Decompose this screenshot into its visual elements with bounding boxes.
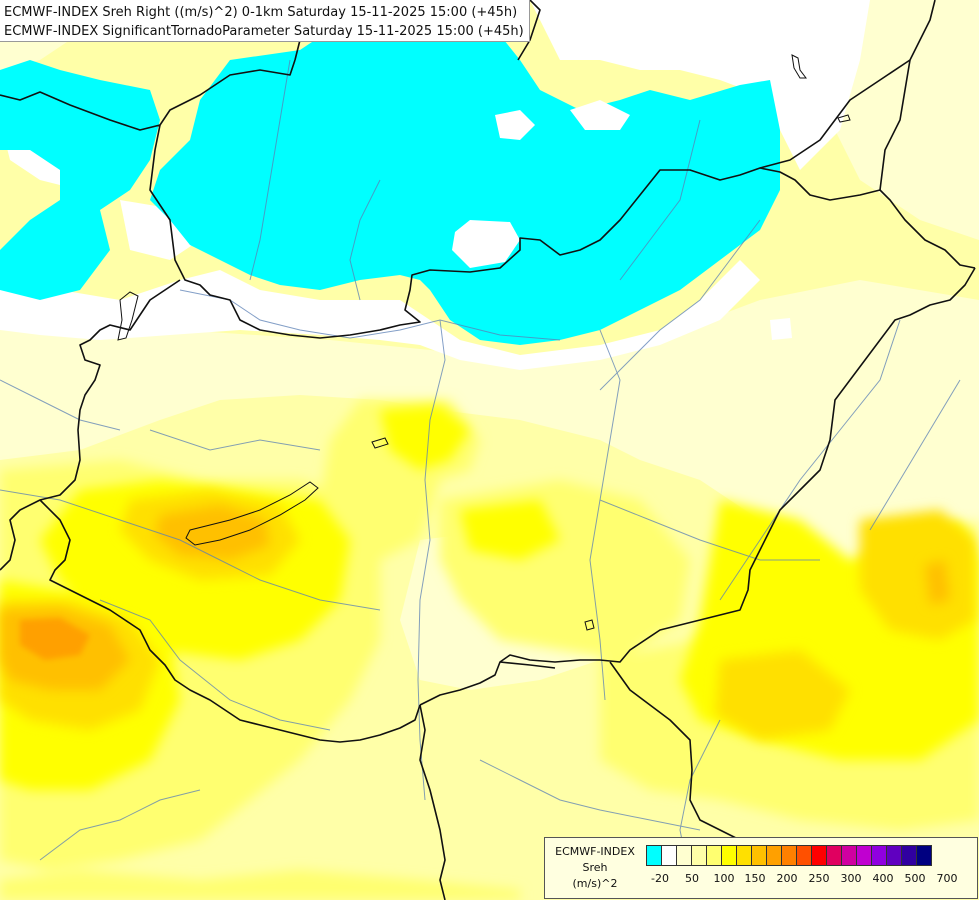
legend-swatch-10 xyxy=(796,845,812,866)
legend-swatch-14 xyxy=(856,845,872,866)
legend-swatch-12 xyxy=(826,845,842,866)
legend-tick-label: 400 xyxy=(872,872,894,885)
legend-title-line-2: Sreh xyxy=(582,861,608,874)
legend-swatch-9 xyxy=(781,845,797,866)
field-cyan xyxy=(0,20,780,345)
legend-tick-label: 200 xyxy=(776,872,798,885)
legend-swatch-3 xyxy=(691,845,707,866)
legend-title-line-1: ECMWF-INDEX xyxy=(555,845,635,858)
legend-title-line-3: (m/s)^2 xyxy=(572,877,618,890)
legend-tick-label: 300 xyxy=(840,872,862,885)
legend-swatch-4 xyxy=(706,845,722,866)
legend-swatch-5 xyxy=(721,845,737,866)
legend-swatch-18 xyxy=(916,845,932,866)
legend-swatch-1 xyxy=(661,845,677,866)
legend-ticks: -20 50 100 150 200 250 300 400 500 700 xyxy=(646,872,976,890)
legend-tick-label: 100 xyxy=(713,872,735,885)
field-dark-orange xyxy=(20,618,90,660)
legend-swatch-8 xyxy=(766,845,782,866)
map-title-line-1: ECMWF-INDEX Sreh Right ((m/s)^2) 0-1km S… xyxy=(4,5,518,20)
legend-title: ECMWF-INDEX Sreh (m/s)^2 xyxy=(547,844,643,892)
legend-tick-label: 150 xyxy=(744,872,766,885)
legend-tick-label: 700 xyxy=(936,872,958,885)
legend-swatches xyxy=(646,845,932,866)
legend-tick-label: -20 xyxy=(651,872,669,885)
legend-swatch-7 xyxy=(751,845,767,866)
field-white-holes xyxy=(452,100,630,268)
legend-tick-label: 250 xyxy=(808,872,830,885)
legend-swatch-2 xyxy=(676,845,692,866)
color-legend: ECMWF-INDEX Sreh (m/s)^2 -20 50 100 150 200 2… xyxy=(544,837,978,899)
legend-swatch-6 xyxy=(736,845,752,866)
legend-swatch-16 xyxy=(886,845,902,866)
legend-tick-label: 50 xyxy=(685,872,699,885)
legend-swatch-17 xyxy=(901,845,917,866)
rivers xyxy=(0,59,961,881)
legend-swatch-13 xyxy=(841,845,857,866)
legend-swatch-15 xyxy=(871,845,887,866)
legend-swatch-11 xyxy=(811,845,827,866)
legend-swatch-0 xyxy=(646,845,662,866)
map-title-line-2: ECMWF-INDEX SignificantTornadoParameter … xyxy=(4,24,524,39)
legend-tick-label: 500 xyxy=(904,872,926,885)
map-title-box: ECMWF-INDEX Sreh Right ((m/s)^2) 0-1km S… xyxy=(0,0,530,42)
